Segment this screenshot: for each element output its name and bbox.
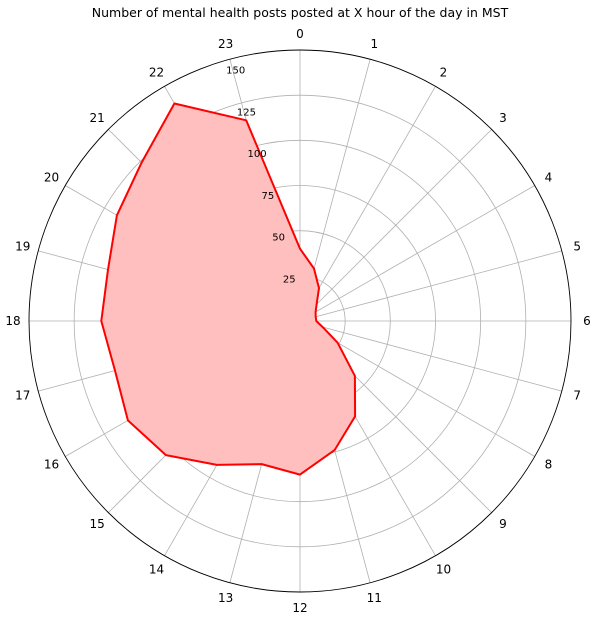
hour-tick-label: 23 (218, 37, 233, 51)
angular-gridline-2 (299, 86, 436, 322)
polar-frame (28, 49, 572, 593)
hour-tick-label: 11 (367, 591, 382, 605)
hour-tick-label: 8 (545, 458, 553, 472)
series-area-fill (101, 103, 356, 475)
hour-tick-label: 0 (296, 27, 304, 41)
radial-tick-label: 50 (272, 233, 285, 244)
radial-tick-label: 150 (226, 66, 245, 77)
hour-tick-label: 18 (5, 314, 20, 328)
hour-tick-label: 19 (15, 240, 30, 254)
hour-tick-label: 7 (573, 388, 581, 402)
hour-tick-label: 13 (218, 591, 233, 605)
hour-tick-label: 20 (44, 171, 59, 185)
hour-tick-label: 14 (149, 563, 164, 577)
hour-tick-label: 2 (440, 66, 448, 80)
hour-tick-label: 6 (583, 314, 591, 328)
angular-gridline-7 (299, 320, 562, 392)
angular-gridline-3 (299, 129, 492, 322)
hour-tick-label: 16 (44, 458, 59, 472)
hour-tick-label: 12 (292, 601, 307, 615)
hour-tick-label: 10 (436, 563, 451, 577)
hour-tick-label: 3 (499, 111, 507, 125)
hour-tick-label: 21 (89, 111, 104, 125)
angular-gridline-4 (299, 185, 535, 322)
hour-tick-label: 1 (370, 37, 378, 51)
chart-title: Number of mental health posts posted at … (92, 5, 509, 20)
hour-tick-label: 17 (15, 388, 30, 402)
label-layer: 0123456789101112131415161718192021222325… (5, 27, 590, 615)
hour-tick-label: 4 (545, 171, 553, 185)
radial-tick-label: 125 (237, 107, 256, 118)
radial-tick-label: 75 (262, 191, 275, 202)
hour-tick-label: 15 (89, 517, 104, 531)
hour-tick-label: 22 (149, 66, 164, 80)
radial-tick-label: 25 (283, 274, 296, 285)
series-layer (100, 102, 357, 476)
angular-gridline-5 (299, 250, 562, 322)
hour-tick-label: 9 (499, 517, 507, 531)
radial-tick-label: 100 (248, 149, 267, 160)
hour-tick-label: 5 (573, 240, 581, 254)
